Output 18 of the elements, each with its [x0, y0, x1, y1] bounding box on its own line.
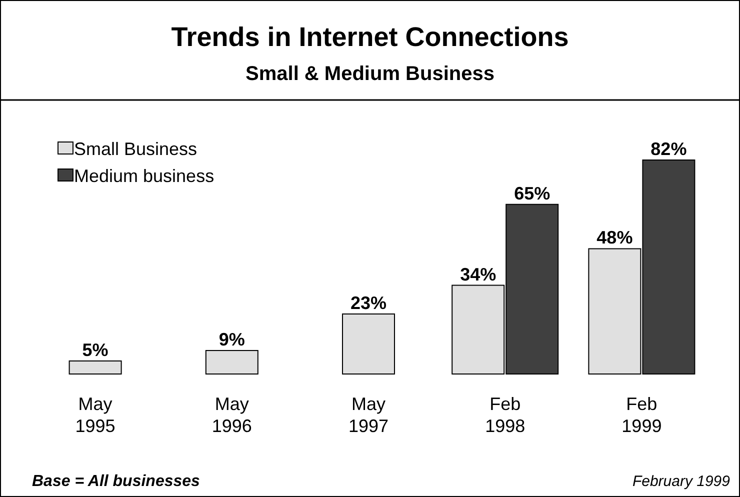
x-tick-label: May 1997 [348, 394, 389, 436]
x-tick-label: Feb 1998 [485, 394, 526, 436]
data-label: 34% [460, 264, 496, 284]
text: Base = All businesses [32, 473, 200, 490]
chart-title: Trends in Internet Connections [171, 22, 569, 52]
data-label: 9% [218, 330, 245, 350]
data-label: 5% [82, 340, 108, 360]
x-tick-label: May 1995 [75, 394, 116, 436]
legend-label: Medium business [74, 166, 214, 186]
data-label: 82% [650, 139, 687, 159]
x-tick-label: Feb 1999 [622, 394, 662, 436]
data-label: 23% [350, 292, 387, 313]
chart-subtitle: Small & Medium Business [246, 63, 494, 85]
text: February 1999 [632, 473, 731, 490]
data-label: 65% [514, 183, 550, 204]
x-tick-label: May 1996 [212, 394, 252, 436]
legend-label: Small Business [74, 139, 198, 159]
data-label: 48% [596, 228, 633, 248]
